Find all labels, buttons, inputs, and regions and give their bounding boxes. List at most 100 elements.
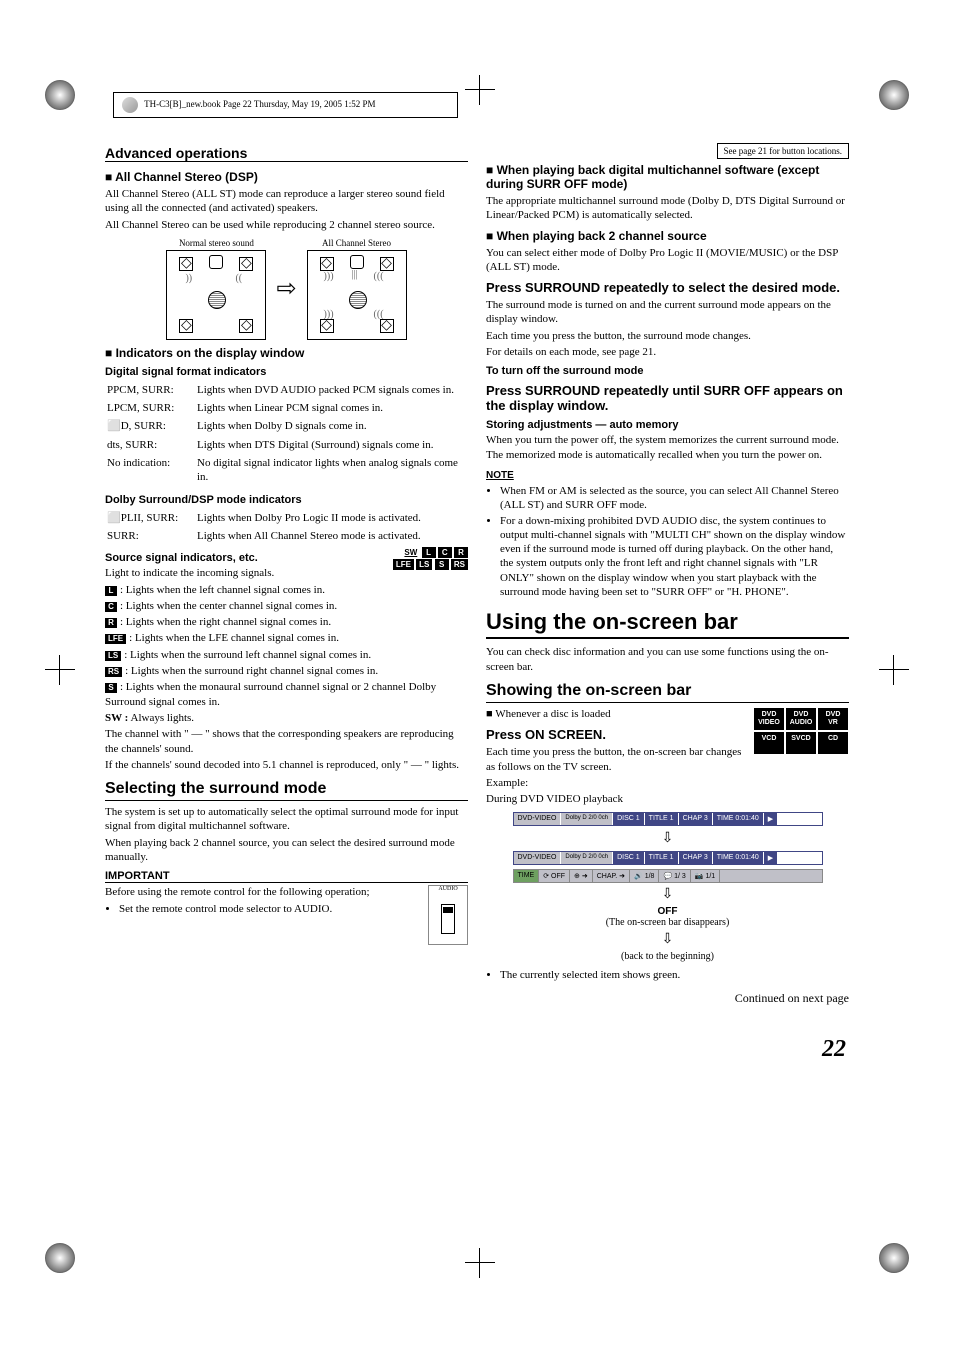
osd-controls: TIME ⟳ OFF ⊕ ➜ CHAP. ➜ 🔊 1/8 💬 1/ 3 📷 1/…: [513, 869, 823, 883]
osd-title: TITLE 1: [645, 852, 679, 864]
multi-p: The appropriate multichannel surround mo…: [486, 194, 849, 223]
continued-text: Continued on next page: [486, 991, 849, 1006]
osd-title: TITLE 1: [645, 813, 679, 825]
right-column: See page 21 for button locations. When p…: [486, 145, 849, 1063]
section-header: Advanced operations: [105, 145, 468, 162]
storing-p: When you turn the power off, the system …: [486, 433, 849, 462]
selecting-surround-heading: Selecting the surround mode: [105, 780, 468, 801]
table-row: SURR:Lights when All Channel Stereo mode…: [107, 528, 466, 544]
selecting-p1: The system is set up to automatically se…: [105, 805, 468, 834]
important-label: IMPORTANT: [105, 870, 468, 883]
osd-c-clock: ⊕ ➜: [570, 870, 593, 882]
registration-mark: [45, 1243, 75, 1273]
osd-chap: CHAP 3: [679, 852, 713, 864]
disc-badge: DVDAUDIO: [786, 708, 816, 730]
osd-c-angle: 📷 1/1: [691, 870, 720, 882]
r-indicator: R: [454, 547, 468, 558]
osd-type: DVD-VIDEO: [514, 852, 562, 864]
speaker-icon: ◇: [179, 319, 193, 333]
disc-badge: CD: [818, 732, 848, 754]
turnoff-heading: To turn off the surround mode: [486, 365, 849, 377]
diagram-normal: Normal stereo sound ◇ ◇ )) (( ◇ ◇: [166, 238, 266, 340]
important-p: Before using the remote control for the …: [105, 885, 468, 899]
wave-icon: |||: [352, 269, 358, 280]
osd-c-audio: 🔊 1/8: [630, 870, 659, 882]
osd-play: ▶: [764, 852, 778, 864]
disc-badge: DVDVIDEO: [754, 708, 784, 730]
page-number: 22: [486, 1036, 846, 1063]
osd-time: TIME 0:01:40: [713, 813, 764, 825]
press-surround-p3: For details on each mode, see page 21.: [486, 345, 849, 359]
osd-c-chap: CHAP. ➜: [593, 870, 630, 882]
indicator-badges: SW L C R LFE LS S RS: [393, 546, 468, 571]
remote-diagram: AUDIO: [428, 885, 468, 945]
osd-dolby: Dolby D 2/0 0ch: [561, 852, 613, 864]
table-row: PPCM, SURR:Lights when DVD AUDIO packed …: [107, 382, 466, 398]
wave-icon: ((: [235, 273, 242, 284]
example-label: Example:: [486, 776, 849, 790]
dsf-table: PPCM, SURR:Lights when DVD AUDIO packed …: [105, 380, 468, 488]
source-item: RS: Lights when the surround right chann…: [105, 664, 468, 678]
listener-icon: [208, 291, 226, 309]
down-arrow-icon: ⇩: [486, 931, 849, 948]
source-item: C: Lights when the center channel signal…: [105, 599, 468, 613]
off-note: (The on-screen bar disappears): [486, 917, 849, 928]
all-ch-para2: All Channel Stereo can be used while rep…: [105, 218, 468, 232]
disc-badge: SVCD: [786, 732, 816, 754]
using-p: You can check disc information and you c…: [486, 645, 849, 674]
multi-heading: When playing back digital multichannel s…: [486, 163, 849, 191]
center-speaker-icon: [350, 255, 364, 269]
selected-note: The currently selected item shows green.: [500, 968, 849, 982]
speaker-icon: ◇: [380, 319, 394, 333]
disc-badge: VCD: [754, 732, 784, 754]
speaker-icon: ◇: [320, 257, 334, 271]
speaker-diagrams: Normal stereo sound ◇ ◇ )) (( ◇ ◇ ⇨ All …: [105, 238, 468, 340]
press-surround-heading: Press SURROUND repeatedly to select the …: [486, 280, 849, 295]
osd-dolby: Dolby D 2/0 0ch: [561, 813, 613, 825]
diagram-allch: All Channel Stereo ◇ ◇ ))) ||| ((( ))) (…: [307, 238, 407, 340]
indicators-heading: Indicators on the display window: [105, 346, 468, 360]
sw-indicator: SW: [402, 547, 419, 558]
channel-note2: If the channels' sound decoded into 5.1 …: [105, 758, 468, 772]
listener-icon: [349, 291, 367, 309]
osd-c-sub: 💬 1/ 3: [659, 870, 690, 882]
back-note: (back to the beginning): [486, 951, 849, 962]
c-indicator: C: [438, 547, 452, 558]
source-item: R: Lights when the right channel signal …: [105, 615, 468, 629]
osd-play: ▶: [764, 813, 778, 825]
sw-always: SW : Always lights.: [105, 711, 468, 725]
osd-c-repeat: ⟳ OFF: [539, 870, 570, 882]
l-indicator: L: [422, 547, 436, 558]
arrow-right-icon: ⇨: [276, 277, 296, 301]
speaker-icon: ◇: [179, 257, 193, 271]
all-ch-para1: All Channel Stereo (ALL ST) mode can rep…: [105, 187, 468, 216]
off-label: OFF: [486, 906, 849, 917]
ls-indicator: LS: [416, 559, 432, 570]
twoch-heading: When playing back 2 channel source: [486, 229, 849, 243]
osd-bar-2: DVD-VIDEO Dolby D 2/0 0ch DISC 1 TITLE 1…: [513, 851, 823, 865]
speaker-icon: ◇: [320, 319, 334, 333]
storing-heading: Storing adjustments — auto memory: [486, 419, 849, 431]
down-arrow-icon: ⇩: [486, 830, 849, 847]
disc-badges: DVDVIDEODVDAUDIODVDVR VCDSVCDCD: [753, 707, 849, 755]
dolby-heading: Dolby Surround/DSP mode indicators: [105, 494, 468, 506]
registration-mark: [879, 1243, 909, 1273]
press-surround-p1: The surround mode is turned on and the c…: [486, 298, 849, 327]
turnoff-press: Press SURROUND repeatedly until SURR OFF…: [486, 383, 849, 413]
twoch-p: You can select either mode of Dolby Pro …: [486, 246, 849, 275]
wave-icon: ))): [324, 271, 334, 282]
normal-stereo-diagram: ◇ ◇ )) (( ◇ ◇: [166, 250, 266, 340]
center-speaker-icon: [209, 255, 223, 269]
selecting-p2: When playing back 2 channel source, you …: [105, 836, 468, 865]
wave-icon: (((: [374, 271, 384, 282]
table-row: LPCM, SURR:Lights when Linear PCM signal…: [107, 400, 466, 416]
disc-badge: DVDVR: [818, 708, 848, 730]
osd-time: TIME 0:01:40: [713, 852, 764, 864]
osd-disc: DISC 1: [613, 852, 645, 864]
all-ch-diagram: ◇ ◇ ))) ||| ((( ))) ((( ◇ ◇: [307, 250, 407, 340]
osd-chap: CHAP 3: [679, 813, 713, 825]
wave-icon: )): [185, 273, 192, 284]
table-row: ⬜PLII, SURR:Lights when Dolby Pro Logic …: [107, 510, 466, 526]
rs-indicator: RS: [451, 559, 468, 570]
all-channel-stereo-heading: All Channel Stereo (DSP): [105, 170, 468, 184]
